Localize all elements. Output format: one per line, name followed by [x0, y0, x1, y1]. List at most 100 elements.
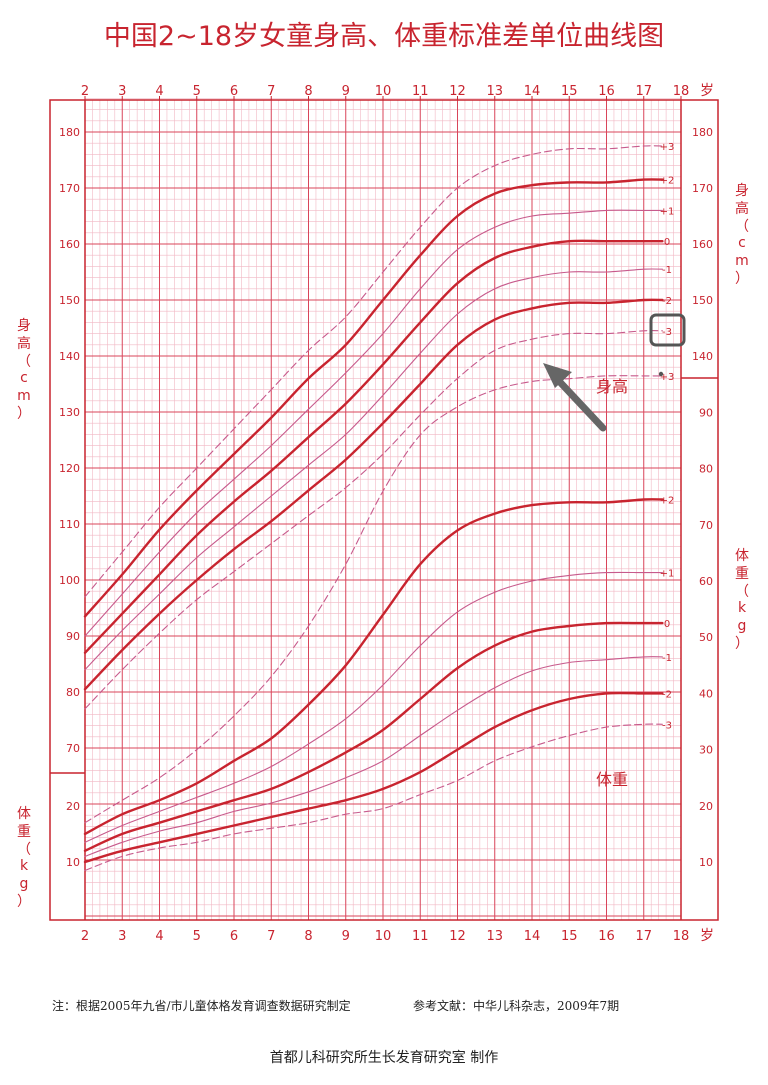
weight-annotation: 体重	[596, 770, 628, 789]
weight-axis-title-left: 体重 （kg ）	[17, 806, 31, 910]
height-tick-right: 180	[692, 126, 713, 139]
x-tick-label-top: 8	[304, 84, 312, 99]
weight-curve-minus3	[84, 723, 663, 871]
x-tick-label-bottom: 18	[673, 929, 690, 944]
axis-title-char: g	[20, 876, 29, 892]
x-tick-label-bottom: 3	[118, 929, 126, 944]
footnote: 注：根据2005年九省/市儿童体格发育调查数据研究制定	[52, 999, 351, 1013]
chart-axes	[49, 96, 719, 921]
x-tick-label-top: 7	[267, 84, 275, 99]
x-tick-label-top: 11	[412, 84, 429, 99]
series-label: +1	[660, 569, 675, 580]
height-axis-title-right: 身高 （cm ）	[735, 183, 749, 287]
chart-grid	[84, 98, 682, 920]
series-label: +2	[660, 176, 675, 187]
series-label: -3	[662, 720, 672, 731]
arrow-pointer-icon	[543, 363, 607, 432]
axis-title-char: 体	[735, 548, 749, 564]
weight-tick-right: 80	[699, 463, 713, 476]
height-tick-left: 180	[59, 126, 80, 139]
dot-mark	[658, 371, 664, 377]
height-curve-plus1	[84, 209, 663, 637]
axis-title-char: （	[735, 219, 749, 235]
x-tick-label-bottom: 13	[486, 929, 503, 944]
chart-curves	[83, 145, 664, 871]
height-tick-right: 150	[692, 294, 713, 307]
series-label: +2	[660, 496, 675, 507]
weight-tick-right: 70	[699, 519, 713, 532]
weight-tick-right: 50	[699, 631, 713, 644]
x-tick-label-top: 9	[342, 84, 350, 99]
weight-curve-plus2	[83, 498, 664, 836]
x-tick-label-top: 10	[375, 84, 392, 99]
x-tick-label-bottom: 12	[449, 929, 466, 944]
weight-curve-minus2	[83, 691, 664, 864]
weight-curve-minus1	[84, 656, 663, 857]
chart-title: 中国2~18岁女童身高、体重标准差单位曲线图	[103, 21, 665, 52]
axis-title-char: ）	[17, 894, 31, 910]
x-tick-label-bottom: 5	[193, 929, 201, 944]
weight-tick-right: 20	[699, 800, 713, 813]
highlight-box-icon	[649, 313, 686, 347]
axis-title-char: 身	[735, 183, 749, 199]
weight-tick-right: 10	[699, 856, 713, 869]
x-axis-unit-top: 岁	[700, 83, 714, 99]
axis-title-char: 体	[17, 806, 31, 822]
x-tick-label-top: 16	[598, 84, 615, 99]
axis-title-char: 高	[17, 335, 31, 352]
weight-curve-0	[83, 621, 664, 852]
x-tick-label-top: 3	[118, 84, 126, 99]
x-tick-label-bottom: 15	[561, 929, 578, 944]
axis-title-char: 身	[17, 318, 31, 334]
height-tick-right: 140	[692, 350, 713, 363]
x-tick-label-top: 2	[81, 84, 89, 99]
reference: 参考文献：中华儿科杂志，2009年7期	[413, 999, 620, 1013]
weight-curve-plus3	[84, 375, 663, 824]
height-tick-left: 120	[59, 462, 80, 475]
axis-title-char: ）	[735, 636, 749, 652]
series-label: -2	[662, 296, 672, 307]
axis-title-char: g	[738, 618, 747, 634]
series-label: -1	[662, 653, 672, 664]
axis-title-char: c	[738, 235, 746, 251]
height-tick-left: 90	[66, 630, 80, 643]
series-label: +3	[660, 142, 675, 153]
series-label: -2	[662, 689, 672, 700]
axis-title-char: m	[735, 253, 749, 269]
x-tick-label-bottom: 9	[342, 929, 350, 944]
x-tick-label-top: 5	[193, 84, 201, 99]
height-tick-left: 150	[59, 294, 80, 307]
height-tick-left: 100	[59, 574, 80, 587]
height-curve-plus2	[83, 178, 664, 618]
height-curve-minus1	[84, 268, 663, 671]
x-tick-label-bottom: 11	[412, 929, 429, 944]
weight-tick-right: 90	[699, 406, 713, 419]
axis-title-char: （	[17, 354, 31, 370]
height-tick-left: 80	[66, 686, 80, 699]
axis-title-char: 重	[735, 566, 749, 582]
x-tick-label-bottom: 2	[81, 929, 89, 944]
x-tick-label-top: 6	[230, 84, 238, 99]
chart-frame	[49, 99, 719, 921]
weight-tick-left: 20	[66, 800, 80, 813]
x-tick-label-bottom: 6	[230, 929, 238, 944]
x-tick-label-top: 4	[155, 84, 163, 99]
weight-curve-plus1	[84, 571, 663, 843]
x-tick-label-top: 18	[673, 84, 690, 99]
height-tick-left: 110	[59, 518, 80, 531]
chart-labels: 2 2 3 3 4 4 5 5 6 6 7 7 8 8 9 9 10 10 11 11 12 12 13 13 14 14 15 15…	[17, 83, 749, 944]
height-curve-minus2	[83, 298, 664, 691]
x-tick-label-bottom: 10	[375, 929, 392, 944]
producer: 首都儿科研究所生长发育研究室 制作	[269, 1050, 499, 1066]
weight-tick-right: 60	[699, 575, 713, 588]
series-label: 0	[664, 619, 670, 630]
height-annotation: 身高	[596, 377, 628, 396]
axis-title-char: 高	[735, 200, 749, 217]
height-axis-title-left: 身高 （cm ）	[17, 318, 31, 422]
height-curve-plus3	[84, 145, 663, 598]
series-label: 0	[664, 237, 670, 248]
chart-annotations: 身高 体重	[543, 313, 686, 789]
weight-axis-title-right: 体重 （kg ）	[735, 548, 749, 652]
x-tick-label-bottom: 4	[155, 929, 163, 944]
